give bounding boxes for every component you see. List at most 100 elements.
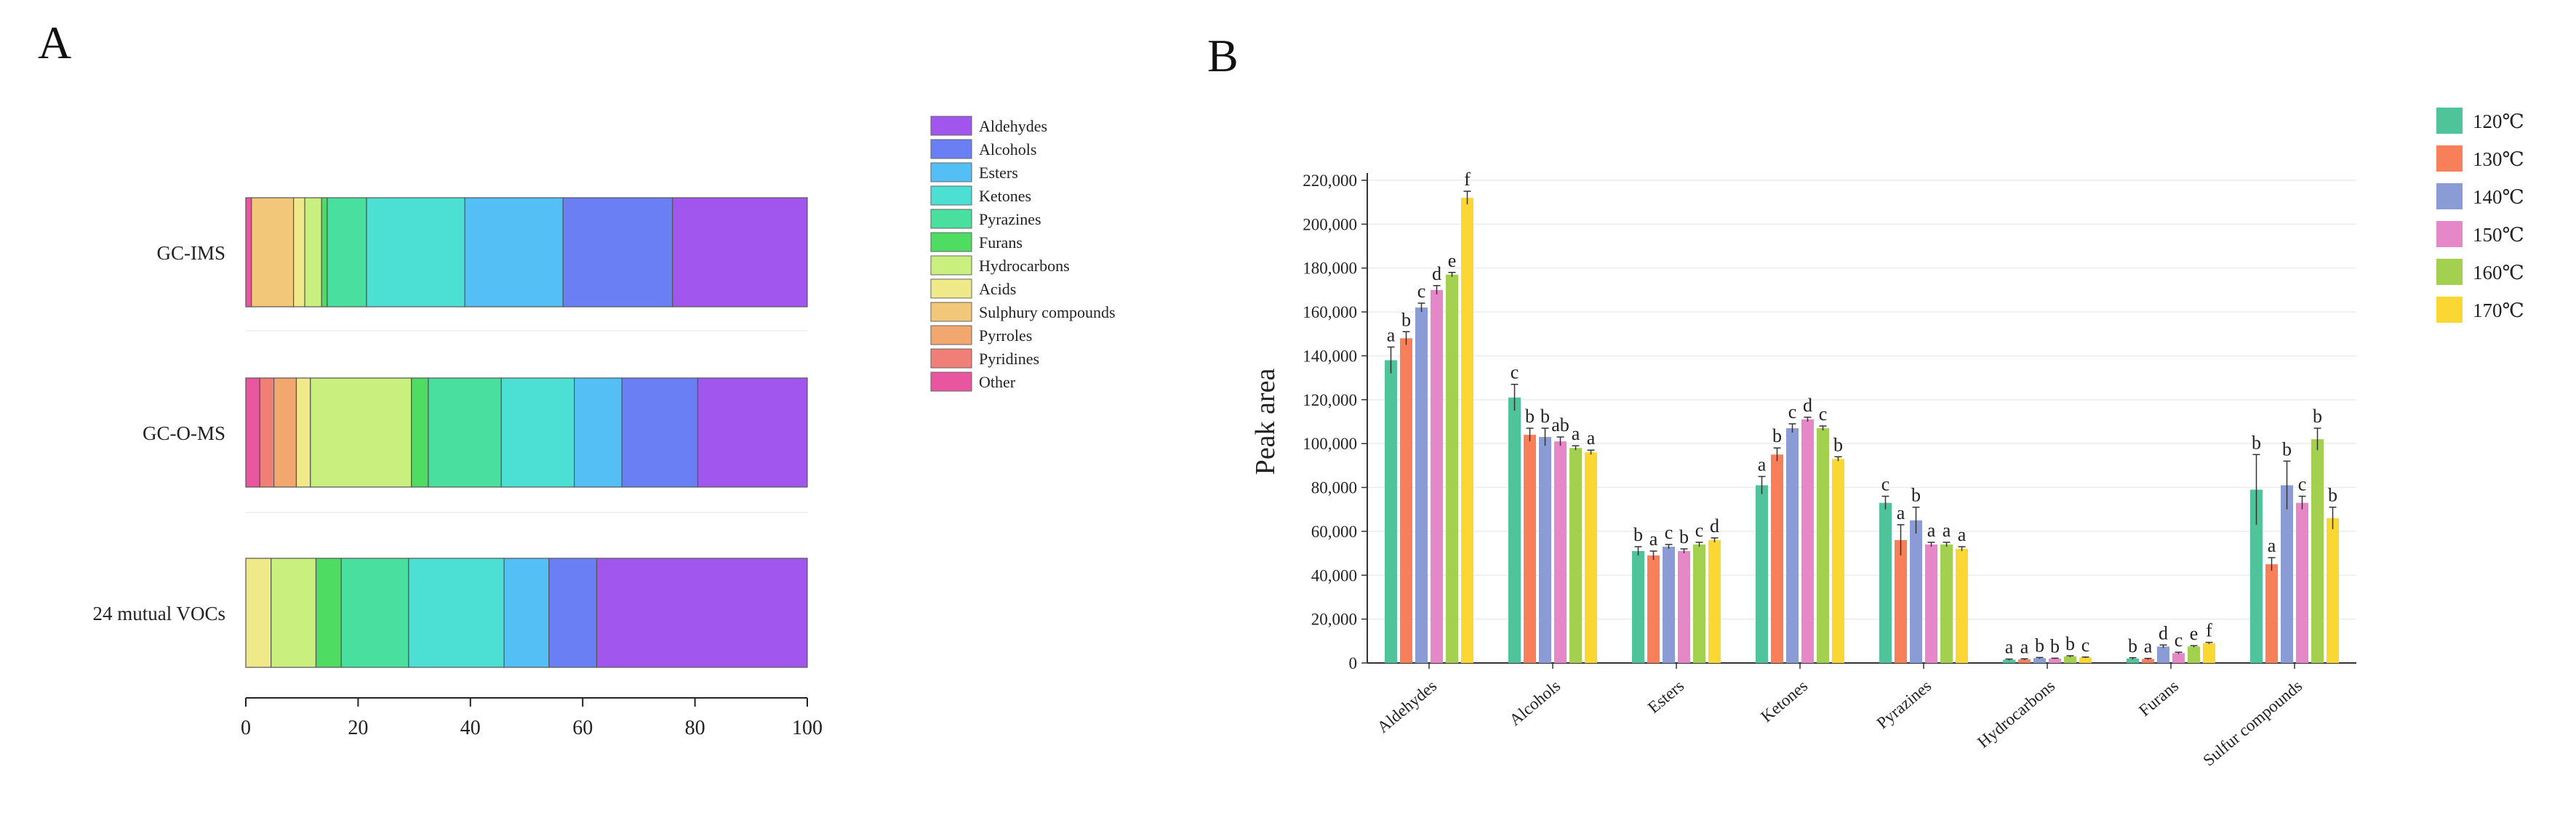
legend-label-sulphury-compounds: Sulphury compounds [979,303,1116,321]
bar-segment-gc-o-ms-alcohols [621,377,699,488]
bar-ketones-140 [1786,428,1799,663]
y-tick-label-180000: 180,000 [1303,260,1357,278]
significance-letter-furans-120: b [2128,635,2137,656]
legend-label-140: 140℃ [2473,186,2524,208]
significance-letter-sulfur-compounds-140: b [2282,438,2292,459]
legend-swatch-sulphury-compounds [930,302,972,322]
category-label-24-mutual-vocs: 24 mutual VOCs [92,603,225,624]
legend-swatch-pyrazines [930,209,972,229]
legend-swatch-pyridines [930,348,972,369]
legend-label-170: 170℃ [2473,300,2524,321]
legend-label-pyrazines: Pyrazines [979,210,1041,228]
significance-letter-furans-140: d [2159,622,2168,643]
significance-letter-furans-130: a [2144,636,2153,657]
bar-pyrazines-150 [1925,544,1937,663]
significance-letter-esters-140: c [1665,522,1673,543]
y-axis-title: Peak area [1250,369,1281,475]
legend-label-120: 120℃ [2473,110,2524,132]
significance-letter-sulfur-compounds-160: b [2313,406,2322,427]
bar-pyrazines-120 [1879,502,1892,663]
legend-swatch-other [930,371,972,392]
bar-pyrazines-170 [1956,549,1968,663]
bar-esters-140 [1663,547,1675,663]
legend-label-ketones: Ketones [979,187,1031,205]
bar-esters-160 [1693,544,1705,663]
x-tick-label-60: 60 [572,717,593,739]
bar-segment-gc-o-ms-ketones [500,377,575,488]
bar-furans-160 [2188,646,2200,663]
significance-letter-alcohols-160: a [1572,423,1580,444]
bar-aldehydes-160 [1446,274,1458,663]
significance-letter-hydrocarbons-170: c [2081,635,2090,656]
bar-pyrazines-140 [1910,520,1922,663]
significance-letter-ketones-140: c [1788,401,1797,422]
significance-letter-hydrocarbons-130: a [2020,636,2029,657]
significance-letter-furans-160: e [2190,623,2199,644]
bar-segment-24-mutual-vocs-esters [503,558,550,668]
x-tick-label-ketones: Ketones [1757,677,1811,726]
significance-letter-ketones-160: c [1819,403,1828,425]
y-tick-label-200000: 200,000 [1303,215,1357,233]
bar-hydrocarbons-170 [2079,657,2092,663]
legend-swatch-120 [2436,108,2463,134]
bar-ketones-120 [1756,485,1768,663]
y-tick-label-120000: 120,000 [1303,391,1357,409]
bar-alcohols-170 [1585,452,1597,663]
grouped-bar-chart-b: 0 20,000 40,000 60,000 80,000 100,000 120,000 1… [1250,108,2524,770]
significance-letter-pyrazines-130: a [1897,502,1905,523]
bar-aldehydes-140 [1415,308,1428,663]
bar-segment-gc-ims-alcohols [562,197,673,308]
legend-label-pyridines: Pyridines [979,350,1039,368]
bar-alcohols-150 [1554,441,1567,663]
bar-segment-gc-o-ms-furans [411,377,429,488]
significance-letter-esters-130: a [1649,528,1658,550]
bar-hydrocarbons-120 [2003,659,2015,663]
significance-letter-sulfur-compounds-120: b [2252,432,2261,453]
bar-segment-gc-ims-sulphury-compounds [251,197,295,308]
significance-letter-alcohols-130: b [1525,406,1535,427]
y-tick-label-40000: 40,000 [1311,566,1357,584]
x-tick-label-0: 0 [241,717,251,739]
significance-letter-pyrazines-140: b [1911,485,1921,506]
legend-label-pyrroles: Pyrroles [979,326,1032,345]
bar-segment-gc-ims-pyrazines [327,197,367,308]
significance-letter-aldehydes-160: e [1448,250,1457,271]
x-tick-label-esters: Esters [1644,677,1687,717]
bar-sulfur-compounds-130 [2265,564,2278,663]
x-tick-label-sulfur-compounds: Sulfur compounds [2199,677,2305,770]
bar-segment-gc-o-ms-esters [574,377,623,488]
significance-letter-hydrocarbons-140: b [2035,635,2044,656]
legend-swatch-hydrocarbons [930,255,972,276]
significance-letter-alcohols-150: ab [1551,414,1569,435]
y-tick-label-220000: 220,000 [1303,172,1357,190]
legend-swatch-aldehydes [930,116,972,136]
legend-label-130: 130℃ [2473,148,2524,170]
bar-aldehydes-170 [1461,198,1473,663]
x-tick-label-20: 20 [348,717,368,739]
bar-sulfur-compounds-140 [2281,485,2293,663]
significance-letter-sulfur-compounds-130: a [2268,535,2276,556]
y-tick-label-140000: 140,000 [1303,347,1357,365]
significance-letter-alcohols-140: b [1540,406,1550,427]
bar-segment-24-mutual-vocs-aldehydes [596,558,808,668]
legend-label-160: 160℃ [2473,262,2524,284]
bar-alcohols-140 [1539,437,1551,663]
legend-swatch-150 [2436,221,2463,247]
bar-segment-24-mutual-vocs-acids [245,558,272,668]
bar-segment-gc-o-ms-acids [295,377,311,488]
bar-furans-140 [2157,646,2169,663]
y-tick-label-20000: 20,000 [1311,611,1357,629]
legend-swatch-pyrroles [930,325,972,345]
bar-esters-150 [1678,551,1690,663]
x-tick-label-100: 100 [792,717,823,739]
significance-letter-ketones-130: b [1772,425,1782,446]
bar-ketones-170 [1832,459,1844,663]
bar-segment-24-mutual-vocs-furans [315,558,342,668]
bar-esters-170 [1708,539,1721,663]
bar-hydrocarbons-130 [2018,659,2031,663]
bar-segment-gc-ims-hydrocarbons [304,197,322,308]
bar-furans-170 [2203,643,2215,663]
legend-label-esters: Esters [979,164,1018,182]
bar-segment-gc-o-ms-pyridines [259,377,275,488]
bar-hydrocarbons-150 [2049,658,2061,663]
